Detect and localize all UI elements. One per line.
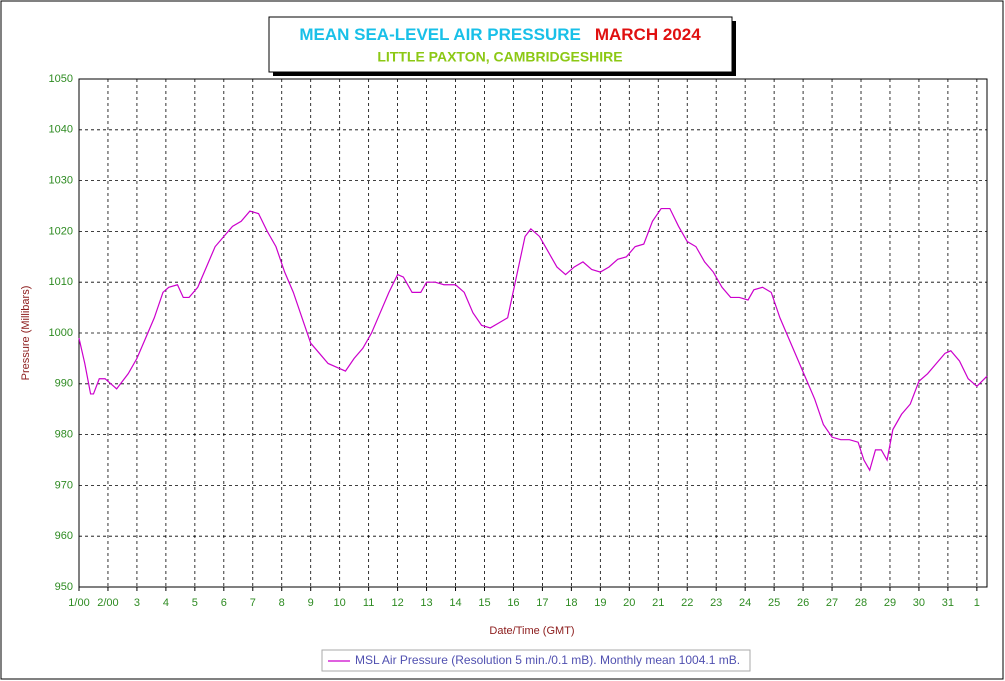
x-tick-label: 29 xyxy=(884,597,896,609)
x-tick-label: 4 xyxy=(163,597,169,609)
x-tick-label: 21 xyxy=(652,597,664,609)
x-tick-label: 7 xyxy=(250,597,256,609)
title-main: MEAN SEA-LEVEL AIR PRESSURE xyxy=(299,25,581,44)
x-tick-label: 1 xyxy=(974,597,980,609)
x-tick-label: 1/00 xyxy=(68,597,89,609)
x-tick-label: 23 xyxy=(710,597,722,609)
x-tick-label: 12 xyxy=(391,597,403,609)
y-tick-label: 1000 xyxy=(49,327,73,339)
x-tick-label: 30 xyxy=(913,597,925,609)
y-tick-label: 990 xyxy=(55,378,73,390)
x-tick-label: 25 xyxy=(768,597,780,609)
y-axis-label: Pressure (Millibars) xyxy=(20,286,32,381)
x-tick-label: 2/00 xyxy=(97,597,118,609)
x-tick-label: 17 xyxy=(536,597,548,609)
x-tick-label: 31 xyxy=(942,597,954,609)
y-tick-label: 1030 xyxy=(49,175,73,187)
chart-title: MEAN SEA-LEVEL AIR PRESSURE MARCH 2024 xyxy=(299,25,701,44)
x-tick-label: 5 xyxy=(192,597,198,609)
y-tick-label: 1010 xyxy=(49,276,73,288)
x-tick-label: 3 xyxy=(134,597,140,609)
y-tick-label: 970 xyxy=(55,479,73,491)
x-tick-label: 27 xyxy=(826,597,838,609)
x-tick-label: 6 xyxy=(221,597,227,609)
title-month: MARCH 2024 xyxy=(595,25,701,44)
x-tick-label: 19 xyxy=(594,597,606,609)
y-tick-label: 1040 xyxy=(49,124,73,136)
x-tick-label: 10 xyxy=(334,597,346,609)
x-tick-label: 16 xyxy=(507,597,519,609)
data-line xyxy=(78,207,988,472)
y-tick-label: 960 xyxy=(55,530,73,542)
y-tick-label: 1050 xyxy=(49,73,73,85)
subtitle: LITTLE PAXTON, CAMBRIDGESHIRE xyxy=(377,49,622,65)
x-tick-label: 8 xyxy=(279,597,285,609)
x-tick-label: 14 xyxy=(449,597,461,609)
y-tick-label: 950 xyxy=(55,581,73,593)
x-tick-label: 13 xyxy=(420,597,432,609)
title-box xyxy=(268,16,733,73)
x-tick-label: 26 xyxy=(797,597,809,609)
y-tick-label: 980 xyxy=(55,429,73,441)
x-tick-label: 20 xyxy=(623,597,635,609)
x-tick-label: 9 xyxy=(308,597,314,609)
x-tick-label: 22 xyxy=(681,597,693,609)
y-tick-label: 1020 xyxy=(49,225,73,237)
x-axis-label: Date/Time (GMT) xyxy=(489,625,574,637)
x-tick-label: 18 xyxy=(565,597,577,609)
x-tick-label: 28 xyxy=(855,597,867,609)
x-tick-label: 15 xyxy=(478,597,490,609)
x-tick-label: 24 xyxy=(739,597,751,609)
legend xyxy=(321,649,751,672)
x-tick-label: 11 xyxy=(363,597,374,609)
legend-label: MSL Air Pressure (Resolution 5 min./0.1 … xyxy=(355,653,740,667)
plot-area xyxy=(78,78,988,588)
